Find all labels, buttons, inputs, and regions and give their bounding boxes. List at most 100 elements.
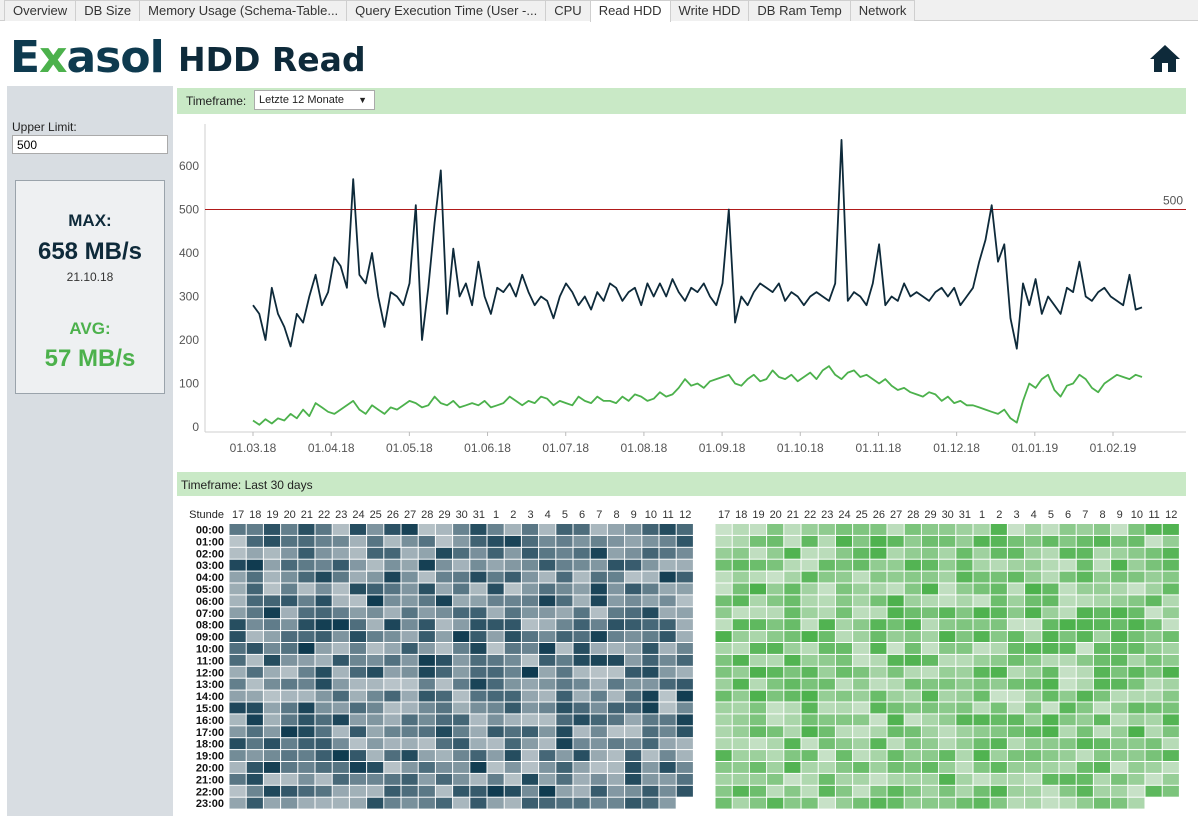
heatmap-cell xyxy=(418,750,435,761)
heatmap-cell xyxy=(784,583,801,595)
heatmap-cell xyxy=(504,631,521,642)
heatmap-cell xyxy=(767,571,784,583)
heatmap-cell xyxy=(625,571,642,583)
heatmap-cell xyxy=(676,631,693,642)
heatmap-cell xyxy=(229,524,246,535)
heatmap-cell xyxy=(573,619,590,631)
heatmap-cell xyxy=(539,762,556,773)
heatmap-cell xyxy=(625,678,642,690)
heatmap-cell xyxy=(332,797,349,809)
heatmap-cell xyxy=(870,666,887,678)
timeframe-label: Timeframe: xyxy=(186,94,247,108)
heatmap-cell xyxy=(973,738,990,750)
heatmap-cell xyxy=(1042,535,1059,547)
heatmap-cell xyxy=(1128,797,1145,809)
heatmap-cell xyxy=(1042,702,1059,714)
heatmap-cell xyxy=(556,547,573,559)
heatmap-cell xyxy=(1025,654,1042,666)
heatmap-cell xyxy=(590,619,607,631)
heatmap-cell xyxy=(1059,583,1076,595)
y-tick-label: 0 xyxy=(192,420,199,434)
timeframe-select[interactable]: Letzte 12 Monate ▼ xyxy=(254,90,375,110)
heatmap-row-label: 21:00 xyxy=(196,774,224,786)
tab-db-size[interactable]: DB Size xyxy=(75,0,141,21)
heatmap-cell xyxy=(870,690,887,702)
tab-overview[interactable]: Overview xyxy=(4,0,77,21)
heatmap-cell xyxy=(453,559,470,571)
heatmap-cell xyxy=(384,547,401,559)
heatmap-cell xyxy=(418,714,435,726)
heatmap-cell xyxy=(642,785,659,797)
heatmap-cell xyxy=(1042,714,1059,726)
heatmap-cell xyxy=(315,726,332,738)
heatmap-cell xyxy=(1059,571,1076,583)
heatmap-cell xyxy=(1076,524,1093,535)
heatmap-column-label: 7 xyxy=(1082,509,1088,521)
heatmap-cell xyxy=(556,571,573,583)
heatmap-cell xyxy=(1059,559,1076,571)
tab-read-hdd[interactable]: Read HDD xyxy=(589,0,671,22)
heatmap-cell xyxy=(1042,595,1059,607)
heatmap-cell xyxy=(453,726,470,738)
heatmap-cell xyxy=(504,678,521,690)
heatmap-cell xyxy=(332,535,349,547)
heatmap-cell xyxy=(246,643,263,654)
heatmap-cell xyxy=(676,654,693,666)
heatmap-cell xyxy=(521,524,539,535)
heatmap-cell xyxy=(853,619,870,631)
heatmap-cell xyxy=(642,726,659,738)
heatmap-cell xyxy=(1007,595,1025,607)
heatmap-cell xyxy=(784,619,801,631)
heatmap-cell xyxy=(887,762,904,773)
heatmap-cell xyxy=(349,631,367,642)
heatmap-cell xyxy=(767,535,784,547)
heatmap-cell xyxy=(453,702,470,714)
heatmap-cell xyxy=(921,797,939,809)
heatmap-cell xyxy=(784,607,801,619)
heatmap-cell xyxy=(487,690,504,702)
heatmap-cell xyxy=(367,762,384,773)
heatmap-cell xyxy=(784,785,801,797)
line-chart: 0 100 200 300 400 500 600 01.03.18 01.04.18 01.05… xyxy=(179,124,1186,455)
heatmap-cell xyxy=(1162,738,1179,750)
heatmap-cell xyxy=(676,559,693,571)
heatmap-cell xyxy=(229,643,246,654)
heatmap-cell xyxy=(453,773,470,785)
heatmap-cell xyxy=(435,666,453,678)
heatmap-cell xyxy=(573,571,590,583)
heatmap-cell xyxy=(607,524,625,535)
heatmap-cell xyxy=(298,690,315,702)
heatmap-cell xyxy=(332,690,349,702)
heatmap-cell xyxy=(784,666,801,678)
tab-network[interactable]: Network xyxy=(849,0,916,21)
heatmap-column-label: 29 xyxy=(438,509,450,521)
heatmap-cell xyxy=(298,797,315,809)
tab-cpu[interactable]: CPU xyxy=(545,0,591,21)
heatmap-cell xyxy=(642,595,659,607)
heatmap-cell xyxy=(835,631,853,642)
heatmap-column-label: 3 xyxy=(1013,509,1019,521)
heatmap-cell xyxy=(263,750,281,761)
heatmap-cell xyxy=(470,797,487,809)
heatmap-cell xyxy=(539,654,556,666)
heatmap-cell xyxy=(870,785,887,797)
heatmap-cell xyxy=(767,750,784,761)
heatmap-cell xyxy=(853,738,870,750)
tab-memory-usage[interactable]: Memory Usage (Schema-Table... xyxy=(139,0,348,21)
home-icon[interactable] xyxy=(1148,42,1182,74)
heatmap-cell xyxy=(973,773,990,785)
upper-limit-input[interactable] xyxy=(12,135,168,154)
heatmap-cell xyxy=(1059,773,1076,785)
heatmap-cell xyxy=(749,750,767,761)
upper-limit-label: Upper Limit: xyxy=(12,120,77,134)
x-tick-label: 01.01.19 xyxy=(1011,441,1058,455)
tab-db-ram-temp[interactable]: DB Ram Temp xyxy=(748,0,851,21)
tab-query-execution-time[interactable]: Query Execution Time (User -... xyxy=(346,0,547,21)
heatmap-cell xyxy=(801,690,818,702)
heatmap-cell xyxy=(315,690,332,702)
heatmap-cell xyxy=(732,607,749,619)
heatmap-cell xyxy=(349,690,367,702)
heatmap-cell xyxy=(1042,619,1059,631)
heatmap-cell xyxy=(504,738,521,750)
heatmap-cell xyxy=(435,762,453,773)
